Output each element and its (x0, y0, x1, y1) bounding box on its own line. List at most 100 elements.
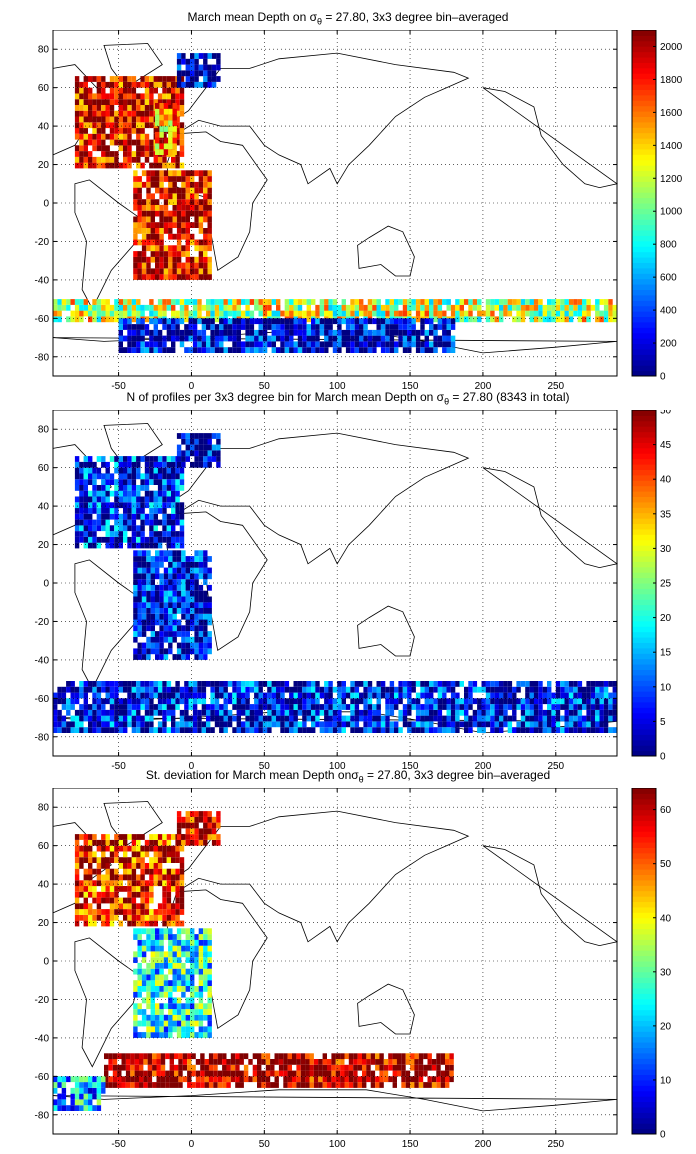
heatmap-cell (219, 693, 223, 699)
heatmap-cell (142, 268, 146, 274)
heatmap-cell (194, 439, 198, 445)
heatmap-cell (302, 324, 306, 330)
heatmap-cell (133, 648, 137, 654)
heatmap-cell (582, 721, 586, 727)
heatmap-cell (119, 347, 123, 353)
heatmap-cell (197, 716, 201, 722)
heatmap-cell (416, 727, 420, 733)
colorbar-segment (632, 338, 656, 344)
heatmap-cell (123, 299, 127, 305)
heatmap-cell (203, 614, 207, 620)
heatmap-cell (173, 170, 177, 176)
heatmap-cell (184, 704, 188, 710)
heatmap-cell (164, 228, 168, 234)
heatmap-cell (171, 347, 175, 353)
heatmap-cell (127, 128, 131, 134)
heatmap-cell (136, 336, 140, 342)
heatmap-cell (307, 341, 311, 347)
heatmap-cell (194, 568, 198, 574)
heatmap-cell (447, 324, 451, 330)
heatmap-cell (158, 869, 162, 875)
heatmap-cell (177, 205, 181, 211)
heatmap-cell (159, 245, 163, 251)
heatmap-cell (447, 305, 451, 311)
heatmap-cell (190, 182, 194, 188)
heatmap-cell (142, 975, 146, 981)
heatmap-cell (146, 188, 150, 194)
heatmap-cell (149, 514, 153, 520)
heatmap-cell (151, 602, 155, 608)
heatmap-cell (159, 963, 163, 969)
heatmap-cell (146, 257, 150, 263)
heatmap-cell (499, 687, 503, 693)
colorbar-segment (632, 621, 656, 627)
heatmap-cell (394, 318, 398, 324)
heatmap-cell (508, 693, 512, 699)
heatmap-cell (167, 869, 171, 875)
heatmap-cell (328, 704, 332, 710)
heatmap-cell (108, 1082, 112, 1088)
heatmap-cell (451, 710, 455, 716)
heatmap-cell (190, 992, 194, 998)
heatmap-cell (324, 305, 328, 311)
heatmap-cell (565, 704, 569, 710)
heatmap-cell (190, 963, 194, 969)
heatmap-cell (181, 1009, 185, 1015)
heatmap-cell (486, 710, 490, 716)
heatmap-cell (314, 1071, 318, 1077)
heatmap-cell (171, 508, 175, 514)
heatmap-cell (173, 103, 177, 109)
heatmap-cell (447, 318, 451, 324)
heatmap-cell (162, 76, 166, 82)
heatmap-cell (173, 274, 177, 280)
heatmap-cell (84, 525, 88, 531)
heatmap-cell (190, 614, 194, 620)
heatmap-cell (158, 157, 162, 163)
heatmap-cell (451, 727, 455, 733)
heatmap-cell (363, 710, 367, 716)
heatmap-cell (181, 1032, 185, 1038)
heatmap-cell (556, 704, 560, 710)
heatmap-cell (92, 485, 96, 491)
heatmap-cell (175, 851, 179, 857)
heatmap-cell (307, 698, 311, 704)
heatmap-cell (245, 336, 249, 342)
heatmap-cell (136, 462, 140, 468)
heatmap-cell (495, 316, 499, 322)
heatmap-cell (433, 341, 437, 347)
heatmap-cell (136, 903, 140, 909)
heatmap-cell (97, 693, 101, 699)
heatmap-cell (595, 693, 599, 699)
heatmap-cell (140, 473, 144, 479)
heatmap-cell (407, 299, 411, 305)
heatmap-cell (199, 963, 203, 969)
heatmap-cell (406, 1071, 410, 1077)
heatmap-cell (289, 710, 293, 716)
heatmap-cell (280, 681, 284, 687)
heatmap-cell (200, 1059, 204, 1065)
heatmap-cell (181, 562, 185, 568)
heatmap-cell (208, 70, 212, 76)
heatmap-cell (451, 704, 455, 710)
heatmap-cell (170, 1076, 174, 1082)
heatmap-cell (228, 324, 232, 330)
heatmap-cell (237, 727, 241, 733)
heatmap-cell (600, 716, 604, 722)
heatmap-cell (582, 687, 586, 693)
heatmap-cell (145, 909, 149, 915)
heatmap-cell (145, 157, 149, 163)
y-tick-label: -40 (35, 1033, 50, 1044)
heatmap-cell (164, 591, 168, 597)
heatmap-cell (123, 324, 127, 330)
heatmap-cell (543, 716, 547, 722)
heatmap-cell (591, 681, 595, 687)
heatmap-cell (194, 579, 198, 585)
heatmap-cell (123, 311, 127, 317)
heatmap-cell (320, 687, 324, 693)
heatmap-cell (133, 1003, 137, 1009)
heatmap-cell (340, 1065, 344, 1071)
heatmap-cell (155, 957, 159, 963)
heatmap-cell (168, 274, 172, 280)
heatmap-cell (289, 299, 293, 305)
heatmap-cell (101, 1088, 105, 1094)
